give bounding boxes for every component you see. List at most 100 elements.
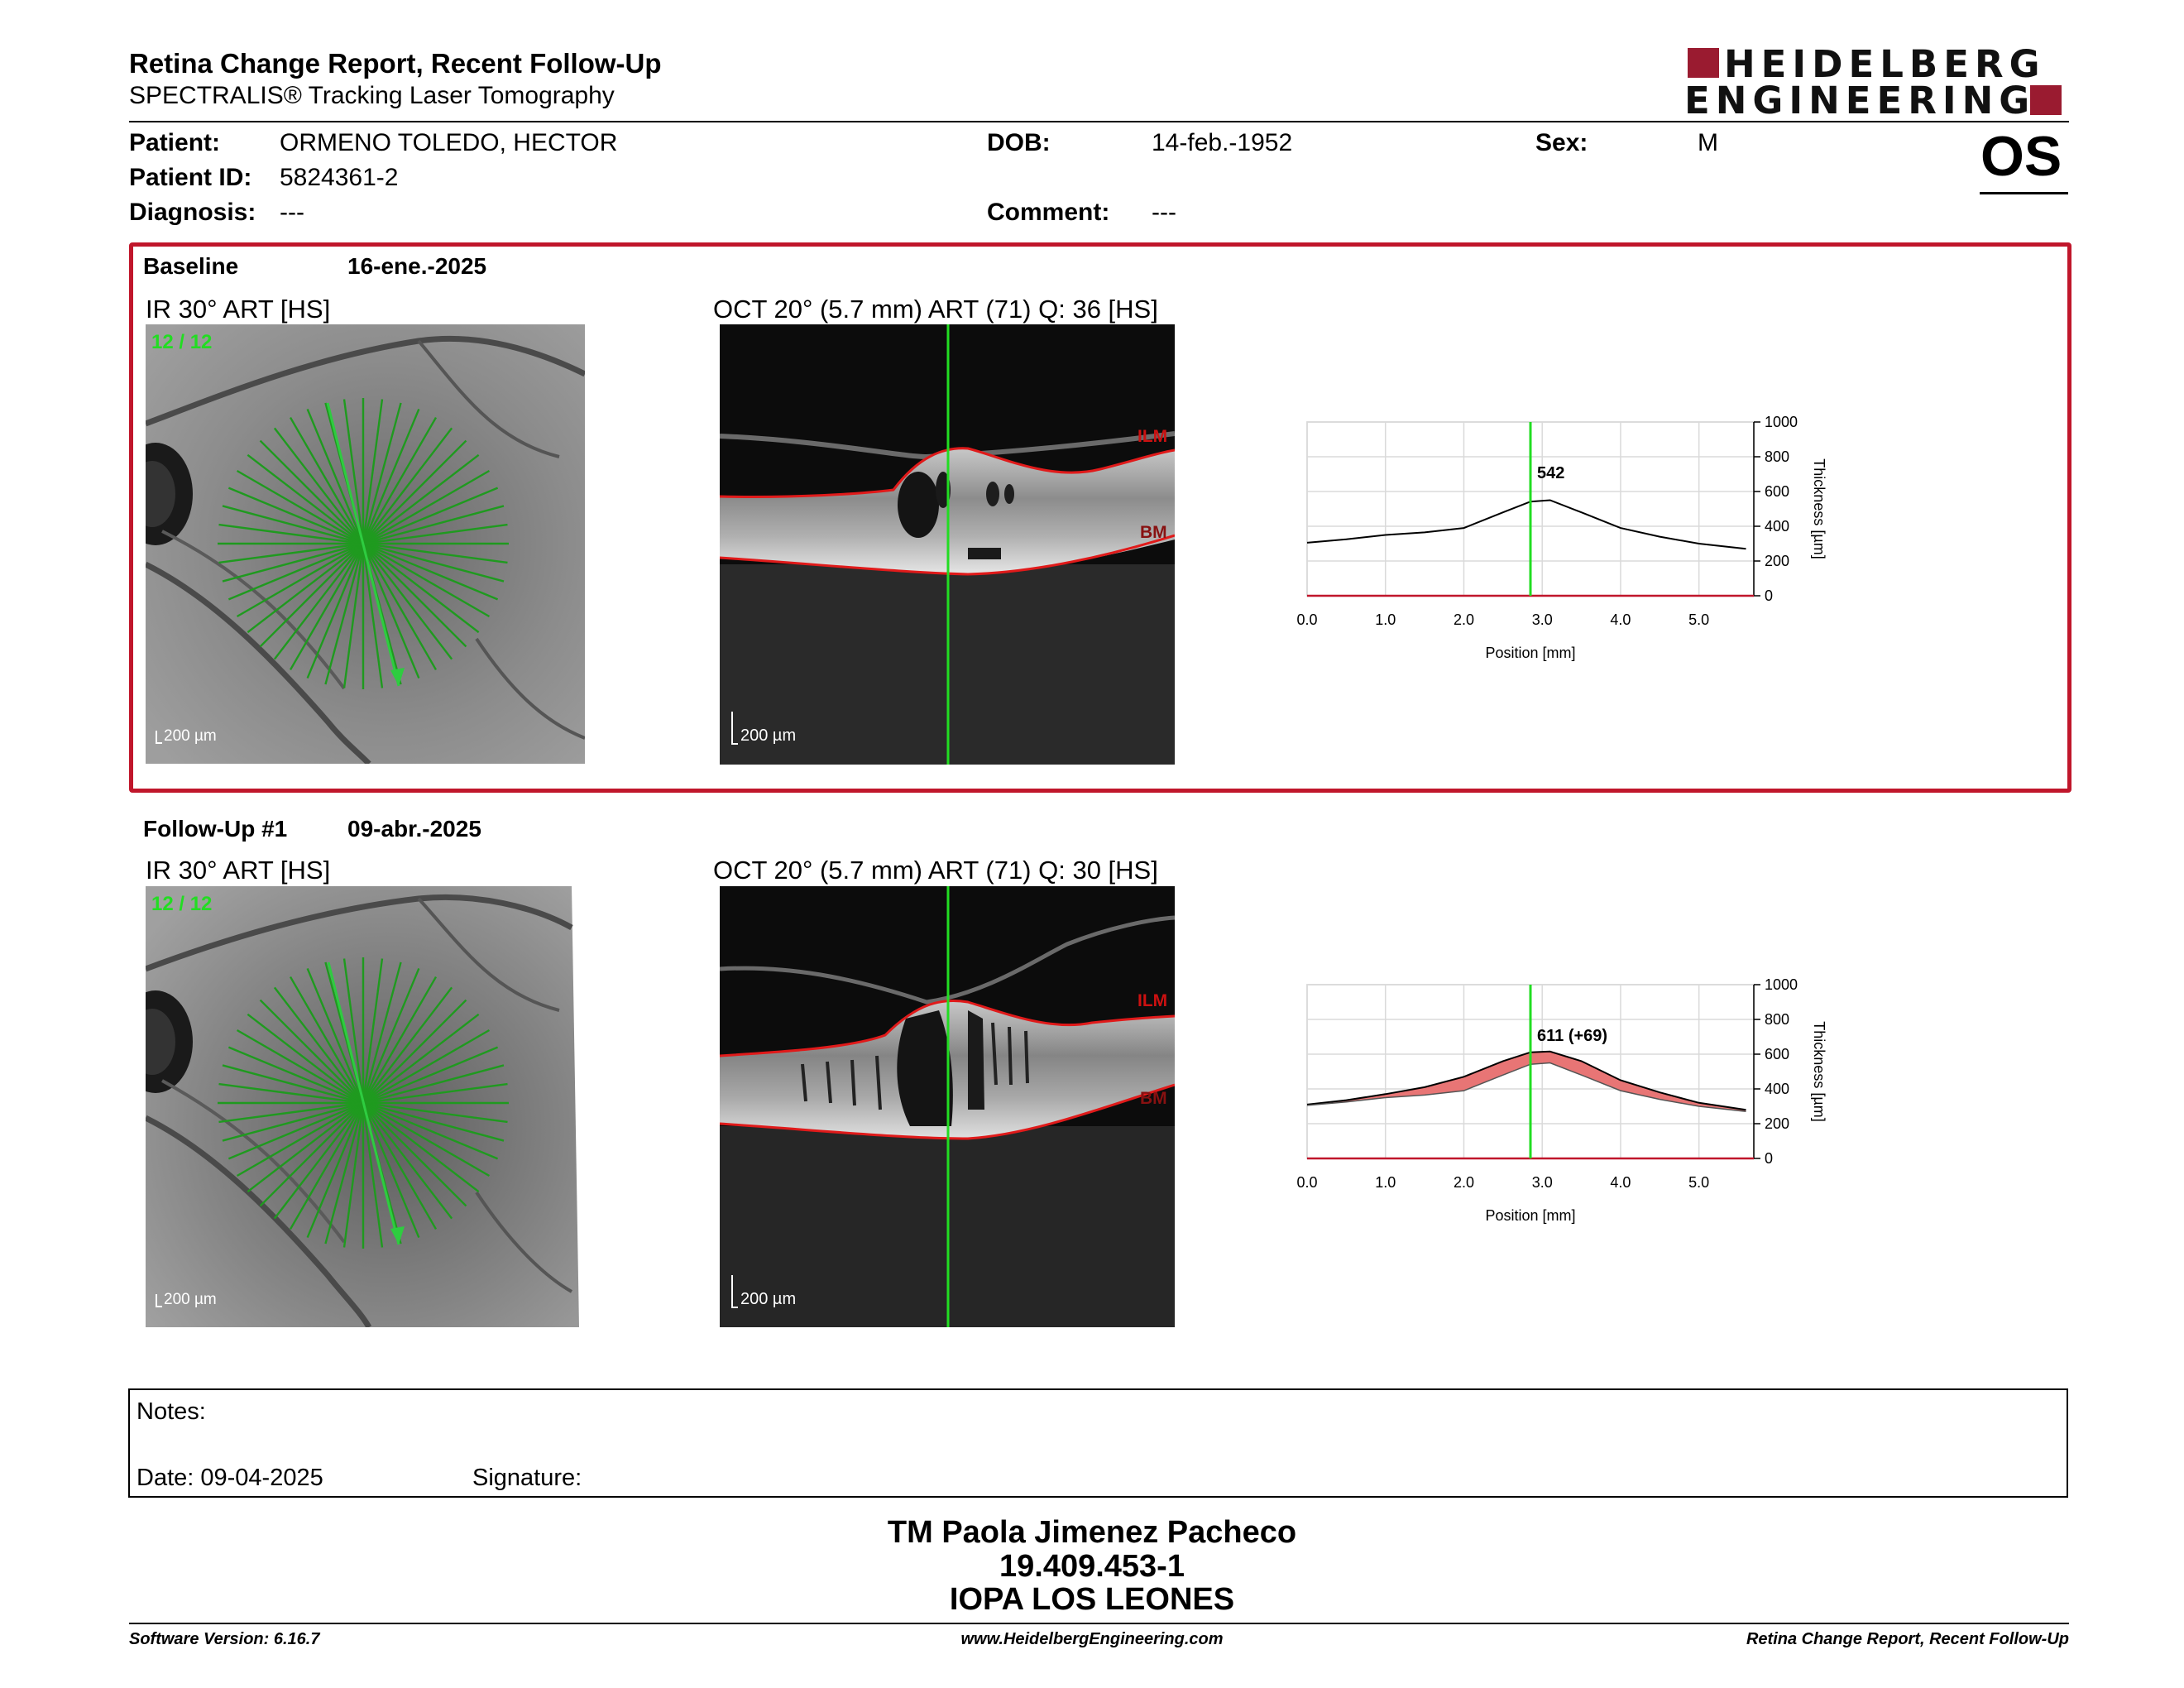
baseline-ilm-line — [720, 447, 1175, 498]
followup-scan-arrow-line — [327, 961, 400, 1245]
signature-label: Signature: — [472, 1465, 582, 1491]
comment-value: --- — [1152, 199, 1176, 226]
baseline-label: Baseline — [143, 253, 239, 279]
y-tick-label: 200 — [1765, 553, 1789, 569]
patient-label: Patient: — [129, 129, 221, 156]
y-tick-label: 1000 — [1765, 414, 1798, 430]
footer-report-name: Retina Change Report, Recent Follow-Up — [1746, 1630, 2069, 1648]
y-tick-label: 1000 — [1765, 976, 1798, 993]
header-rule — [129, 121, 2069, 122]
followup-bm-line — [720, 1083, 1175, 1140]
baseline-bm-line — [720, 534, 1175, 576]
x-tick-label: 0.0 — [1296, 1174, 1317, 1191]
patient-id-label: Patient ID: — [129, 164, 252, 191]
y-tick-label: 0 — [1765, 587, 1773, 604]
logo-square-bottom — [2030, 85, 2062, 115]
y-tick-label: 800 — [1765, 1011, 1789, 1028]
baseline-thickness-chart: 0.0 1.0 2.0 3.0 4.0 5.0 0 200 400 600 800 1000 Posit… — [1296, 414, 1827, 661]
dob-value: 14-feb.-1952 — [1152, 129, 1293, 156]
baseline-ilm-label: ILM — [1138, 427, 1168, 446]
x-tick-label: 5.0 — [1688, 611, 1709, 628]
x-tick-label: 5.0 — [1688, 1174, 1709, 1191]
x-tick-label: 3.0 — [1532, 611, 1553, 628]
software-version: Software Version: 6.16.7 — [129, 1630, 320, 1648]
baseline-ir-scalebar — [156, 731, 162, 744]
dob-label: DOB: — [987, 129, 1051, 156]
followup-ilm-label: ILM — [1138, 991, 1168, 1010]
followup-oct-label: OCT 20° (5.7 mm) ART (71) Q: 30 [HS] — [713, 856, 1158, 885]
baseline-oct-scalebar — [731, 712, 738, 745]
signer-id: 19.409.453-1 — [999, 1549, 1185, 1584]
sex-value: M — [1698, 129, 1718, 156]
comment-label: Comment: — [987, 199, 1110, 226]
baseline-oct-image[interactable]: ILM BM 200 µm — [720, 324, 1175, 765]
brand-line2: ENGINEERING — [1684, 79, 2036, 122]
followup-oct-image[interactable]: ILM BM 200 µm — [720, 886, 1175, 1327]
followup-ir-counter: 12 / 12 — [151, 893, 213, 915]
followup-thickness-chart: 0.0 1.0 2.0 3.0 4.0 5.0 0 200 400 600 800 1000 Posit… — [1296, 976, 1827, 1224]
y-tick-label: 600 — [1765, 483, 1789, 500]
followup-bm-label: BM — [1140, 1089, 1167, 1108]
website-link[interactable]: www.HeidelbergEngineering.com — [960, 1630, 1224, 1648]
followup-ilm-line — [720, 999, 1175, 1057]
baseline-oct-scale: 200 µm — [740, 727, 797, 745]
followup-scan-arrowhead — [390, 1226, 405, 1244]
patient-rule — [1980, 192, 2068, 194]
x-tick-label: 2.0 — [1454, 611, 1474, 628]
notes-date: Date: 09-04-2025 — [136, 1465, 323, 1491]
eye-indicator: OS — [1980, 125, 2062, 188]
x-axis-label: Position [mm] — [1485, 645, 1575, 661]
followup-ir-scale: 200 µm — [164, 1291, 217, 1308]
followup-oct-scalebar — [731, 1275, 738, 1308]
y-tick-label: 400 — [1765, 518, 1789, 535]
baseline-scan-arrow-line — [326, 402, 400, 687]
baseline-scan-arrowhead — [390, 668, 405, 686]
x-tick-label: 3.0 — [1532, 1174, 1553, 1191]
notes-box[interactable]: Notes: Date: 09-04-2025 Signature: — [128, 1388, 2068, 1498]
baseline-ir-label: IR 30° ART [HS] — [146, 295, 331, 324]
logo-square-top — [1688, 48, 1719, 78]
footer-rule — [129, 1623, 2069, 1624]
y-tick-label: 400 — [1765, 1081, 1789, 1097]
patient-id-value: 5824361-2 — [280, 164, 399, 191]
y-axis-label: Thickness [µm] — [1811, 1021, 1827, 1121]
x-tick-label: 0.0 — [1296, 611, 1317, 628]
baseline-bm-label: BM — [1140, 523, 1167, 542]
signer-name: TM Paola Jimenez Pacheco — [887, 1515, 1297, 1550]
y-tick-label: 600 — [1765, 1046, 1789, 1062]
baseline-oct-label: OCT 20° (5.7 mm) ART (71) Q: 36 [HS] — [713, 295, 1158, 324]
brand-line1: HEIDELBERG — [1724, 42, 2046, 86]
baseline-ir-counter: 12 / 12 — [151, 331, 213, 353]
x-tick-label: 4.0 — [1610, 611, 1631, 628]
x-tick-label: 2.0 — [1454, 1174, 1474, 1191]
sex-label: Sex: — [1535, 129, 1588, 156]
followup-ir-image[interactable]: 12 / 12 200 µm — [146, 886, 585, 1327]
y-tick-label: 800 — [1765, 448, 1789, 465]
baseline-ir-image[interactable]: 12 / 12 200 µm — [146, 324, 585, 764]
followup-ir-scalebar — [156, 1294, 162, 1307]
baseline-date: 16-ene.-2025 — [347, 253, 487, 279]
report-title: Retina Change Report, Recent Follow-Up — [129, 48, 662, 79]
y-axis-label: Thickness [µm] — [1811, 458, 1827, 559]
signer-institution: IOPA LOS LEONES — [949, 1582, 1235, 1617]
baseline-highlight-frame — [129, 242, 2071, 793]
thickness-annotation: 542 — [1537, 464, 1564, 482]
thickness-change-area — [1307, 1051, 1746, 1112]
report-subtitle: SPECTRALIS® Tracking Laser Tomography — [129, 82, 615, 109]
y-tick-label: 200 — [1765, 1115, 1789, 1132]
x-tick-label: 1.0 — [1375, 1174, 1396, 1191]
thickness-annotation: 611 (+69) — [1537, 1027, 1607, 1045]
baseline-ir-scale: 200 µm — [164, 727, 217, 745]
followup-ir-label: IR 30° ART [HS] — [146, 856, 331, 885]
x-tick-label: 4.0 — [1610, 1174, 1631, 1191]
x-axis-label: Position [mm] — [1485, 1207, 1575, 1224]
x-tick-label: 1.0 — [1375, 611, 1396, 628]
diagnosis-label: Diagnosis: — [129, 199, 256, 226]
notes-label: Notes: — [136, 1398, 206, 1425]
followup-label: Follow-Up #1 — [143, 816, 288, 842]
diagnosis-value: --- — [280, 199, 304, 226]
patient-value: ORMENO TOLEDO, HECTOR — [280, 129, 618, 156]
followup-oct-scale: 200 µm — [740, 1290, 797, 1308]
y-tick-label: 0 — [1765, 1150, 1773, 1167]
followup-date: 09-abr.-2025 — [347, 816, 481, 842]
